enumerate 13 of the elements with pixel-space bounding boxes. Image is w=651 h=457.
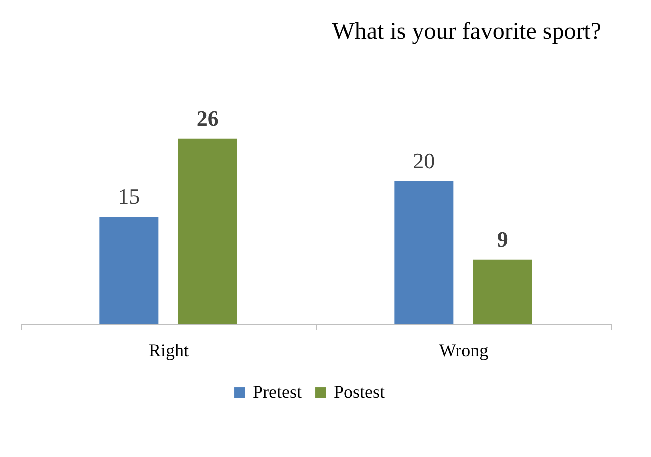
data-label: 26	[196, 106, 219, 131]
bar	[473, 260, 532, 324]
x-tick-label: Wrong	[439, 340, 489, 360]
bar	[178, 138, 238, 324]
bar	[394, 182, 454, 324]
x-tick-label: Right	[148, 340, 190, 360]
data-label: 20	[413, 148, 436, 174]
bar	[100, 217, 159, 324]
legend-label: Postest	[334, 382, 386, 402]
data-label: 9	[497, 226, 508, 252]
data-label: 15	[118, 184, 140, 210]
chart-title: What is your favorite sport?	[332, 19, 602, 45]
legend-label: Pretest	[253, 382, 302, 402]
